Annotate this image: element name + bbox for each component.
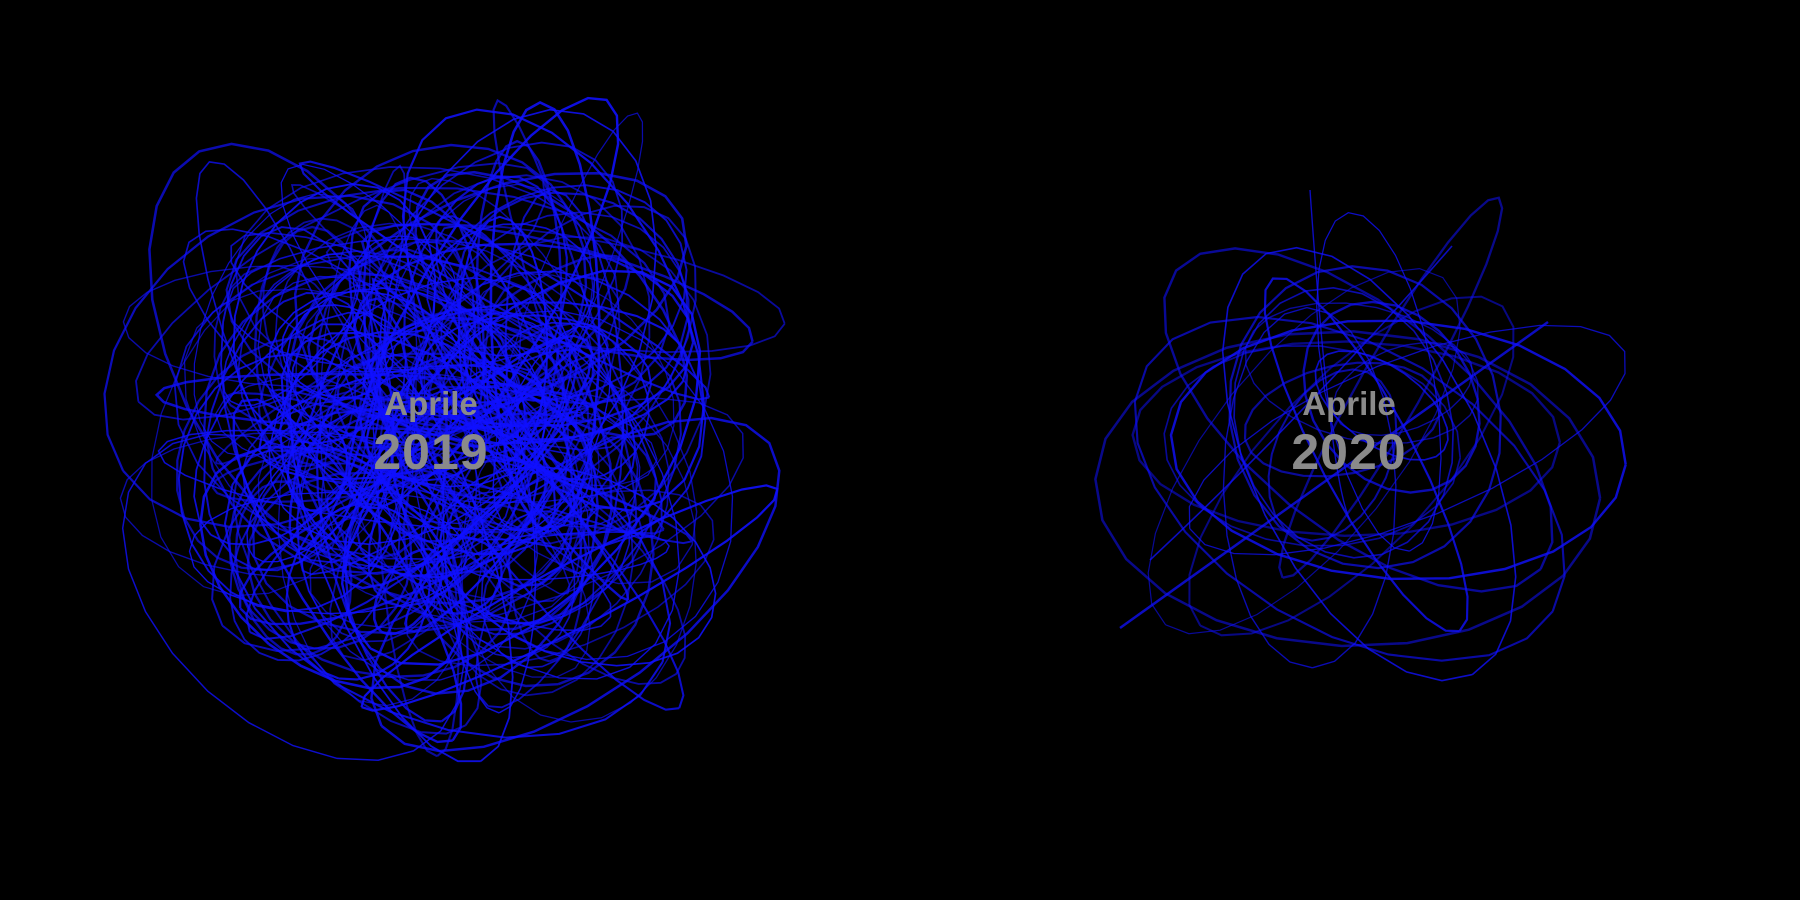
scribble-loop <box>173 255 629 561</box>
scribble-loop <box>1233 286 1455 559</box>
scribble-loop <box>427 254 631 414</box>
scribble-loop <box>360 222 754 362</box>
scribble-loop <box>211 344 579 653</box>
scribble-loop <box>223 408 672 739</box>
scribble-loop <box>1147 267 1461 635</box>
scribble-loop <box>370 416 781 753</box>
scribble-loop <box>368 240 698 585</box>
scribble-loop <box>293 143 588 437</box>
scribble-loop <box>404 235 712 545</box>
scribble-loop <box>245 348 596 641</box>
scribble-loop <box>188 491 468 615</box>
scribble-loop <box>252 399 594 635</box>
scribble-loop <box>298 160 711 401</box>
scribble-loop <box>319 204 418 570</box>
scribble-loop <box>1221 246 1517 682</box>
scribble-cluster-2019 <box>103 96 786 763</box>
scribble-loop <box>1263 277 1469 633</box>
scribble-loop <box>281 304 395 399</box>
scribble-loop <box>103 194 477 529</box>
scribble-stroke <box>1149 245 1453 561</box>
scribble-loop <box>341 269 702 666</box>
scribble-loop <box>485 321 650 481</box>
scribble-loop <box>344 329 571 595</box>
scribble-loop <box>442 371 537 714</box>
scribble-loop <box>309 397 744 630</box>
scribble-loop <box>1316 212 1442 552</box>
scribble-loop <box>119 432 473 579</box>
scribble-loop <box>1228 265 1502 570</box>
scribble-stroke <box>1309 189 1351 521</box>
scribble-loop <box>352 235 457 333</box>
scribble-loop <box>404 469 550 633</box>
scribble-loop <box>356 411 593 577</box>
scribble-loop <box>301 392 558 576</box>
scribble-loop <box>325 223 786 354</box>
scribble-loop <box>402 175 568 430</box>
scribble-loop <box>362 176 486 475</box>
scribble-loop <box>319 164 407 554</box>
scribble-loop <box>480 510 595 669</box>
scribble-loop <box>237 250 473 485</box>
scribble-loop <box>420 447 631 625</box>
scribble-loop <box>232 398 463 744</box>
scribble-loop <box>1169 319 1627 581</box>
scribble-loop <box>1222 306 1397 669</box>
scribble-loop <box>1188 295 1515 637</box>
scribble-loop <box>148 142 450 563</box>
scribble-loop <box>1094 330 1602 648</box>
scribble-loop <box>1131 340 1562 537</box>
scribble-loop <box>1163 247 1554 593</box>
scribble-loop <box>288 323 514 763</box>
scribble-cluster-2020 <box>1094 189 1627 682</box>
scribble-loop <box>1267 368 1398 542</box>
scribble-loop <box>405 489 715 667</box>
scribble-loop <box>411 270 707 550</box>
scribble-loop <box>262 217 391 397</box>
scribble-loop <box>1133 315 1566 662</box>
scribble-loop <box>360 484 779 712</box>
scribble-loop <box>456 191 689 405</box>
scribble-loop <box>229 462 402 662</box>
scribble-loop <box>253 225 375 468</box>
scribble-loop <box>492 98 638 534</box>
scribble-loop <box>213 264 357 468</box>
scribble-loop <box>199 445 464 690</box>
scribble-stroke <box>1119 320 1549 630</box>
scribble-loop <box>257 328 478 531</box>
scribble-loop <box>1188 324 1626 556</box>
scribble-loop <box>1278 196 1504 579</box>
scribble-loop <box>220 226 395 564</box>
